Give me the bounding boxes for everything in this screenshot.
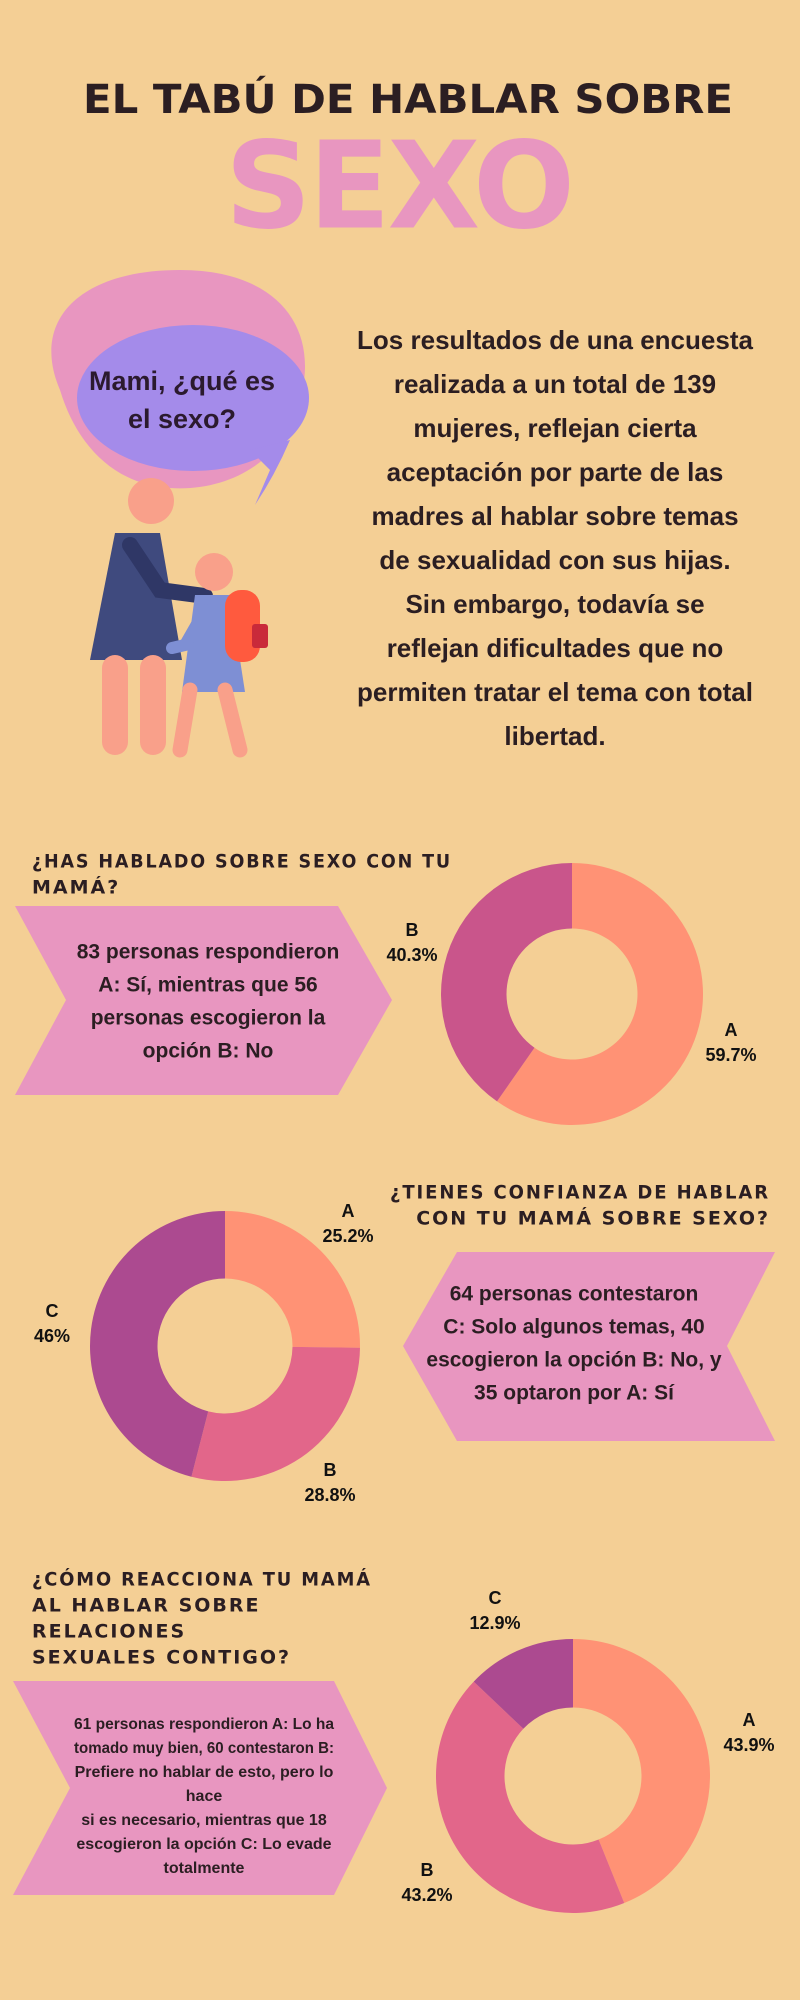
intro-text: Los resultados de una encuesta [357, 325, 753, 355]
section-text: escogieron la opción C: Lo evade [76, 1836, 331, 1853]
donut-slice [573, 1639, 710, 1904]
section-text: Prefiere no hablar de esto, pero lo [75, 1764, 334, 1781]
text-arrow [13, 1681, 387, 1895]
bubble-text: el sexo? [128, 404, 236, 434]
slice-category: B [324, 1460, 337, 1480]
section-text: hace [186, 1788, 223, 1805]
section-text: 35 optaron por A: Sí [474, 1382, 675, 1405]
section-text: A: Sí, mientras que 56 [98, 974, 317, 997]
section-text: personas escogieron la [91, 1007, 326, 1030]
text-arrow [403, 1252, 775, 1441]
title-highlight: SEXO [225, 118, 575, 257]
slice-category: C [46, 1301, 59, 1321]
section-heading: ¿CÓMO REACCIONA TU MAMÁ [32, 1567, 372, 1591]
slice-category: A [342, 1201, 355, 1221]
section-heading: MAMÁ? [32, 876, 120, 899]
section-text: 61 personas respondieron A: Lo ha [74, 1716, 334, 1733]
section-heading: AL HABLAR SOBRE [32, 1595, 261, 1617]
section-text: totalmente [164, 1860, 245, 1877]
intro-text: libertad. [504, 721, 605, 751]
section-heading: ¿HAS HABLADO SOBRE SEXO CON TU [32, 851, 452, 873]
illustration [51, 270, 309, 758]
donut-slice [90, 1211, 225, 1477]
slice-category: A [743, 1710, 756, 1730]
slice-category: C [489, 1588, 502, 1608]
intro-text: reflejan dificultades que no [387, 633, 724, 663]
slice-value-label: 46% [34, 1326, 70, 1346]
intro-text: madres al hablar sobre temas [371, 501, 738, 531]
section-text: 64 personas contestaron [450, 1283, 699, 1306]
section-text: C: Solo algunos temas, 40 [443, 1316, 704, 1339]
section-heading: RELACIONES [32, 1621, 186, 1643]
donut-slice [441, 863, 572, 1102]
donut-slice [225, 1211, 360, 1348]
donut-slice [497, 863, 704, 1125]
text-arrow [15, 906, 392, 1095]
intro-text: Sin embargo, todavía se [405, 589, 704, 619]
intro-text: aceptación por parte de las [387, 457, 724, 487]
slice-value-label: 59.7% [705, 1045, 756, 1065]
section-heading: ¿TIENES CONFIANZA DE HABLAR [390, 1182, 770, 1204]
section-heading: CON TU MAMÁ SOBRE SEXO? [416, 1207, 770, 1230]
intro-text: mujeres, reflejan cierta [413, 413, 697, 443]
slice-value-label: 12.9% [469, 1613, 520, 1633]
slice-category: A [725, 1020, 738, 1040]
intro-text: permiten tratar el tema con total [357, 677, 753, 707]
intro-text: de sexualidad con sus hijas. [379, 545, 730, 575]
section-text: 83 personas respondieron [77, 941, 340, 964]
section-text: tomado muy bien, 60 contestaron B: [74, 1740, 334, 1757]
section-text: si es necesario, mientras que 18 [81, 1812, 327, 1829]
donut-slice [436, 1681, 625, 1913]
bubble-text: Mami, ¿qué es [89, 366, 275, 396]
slice-value-label: 25.2% [322, 1226, 373, 1246]
section-heading: SEXUALES CONTIGO? [32, 1647, 291, 1669]
section-text: opción B: No [143, 1040, 274, 1063]
slice-value-label: 43.2% [401, 1885, 452, 1905]
slice-value-label: 40.3% [386, 945, 437, 965]
intro-text: realizada a un total de 139 [394, 369, 716, 399]
slice-value-label: 28.8% [304, 1485, 355, 1505]
title: EL TABÚ DE HABLAR SOBRE [83, 75, 733, 123]
slice-category: B [406, 920, 419, 940]
donut-slice [191, 1346, 360, 1481]
slice-value-label: 43.9% [723, 1735, 774, 1755]
slice-category: B [421, 1860, 434, 1880]
section-text: escogieron la opción B: No, y [426, 1349, 722, 1372]
donut-slice [473, 1639, 573, 1729]
